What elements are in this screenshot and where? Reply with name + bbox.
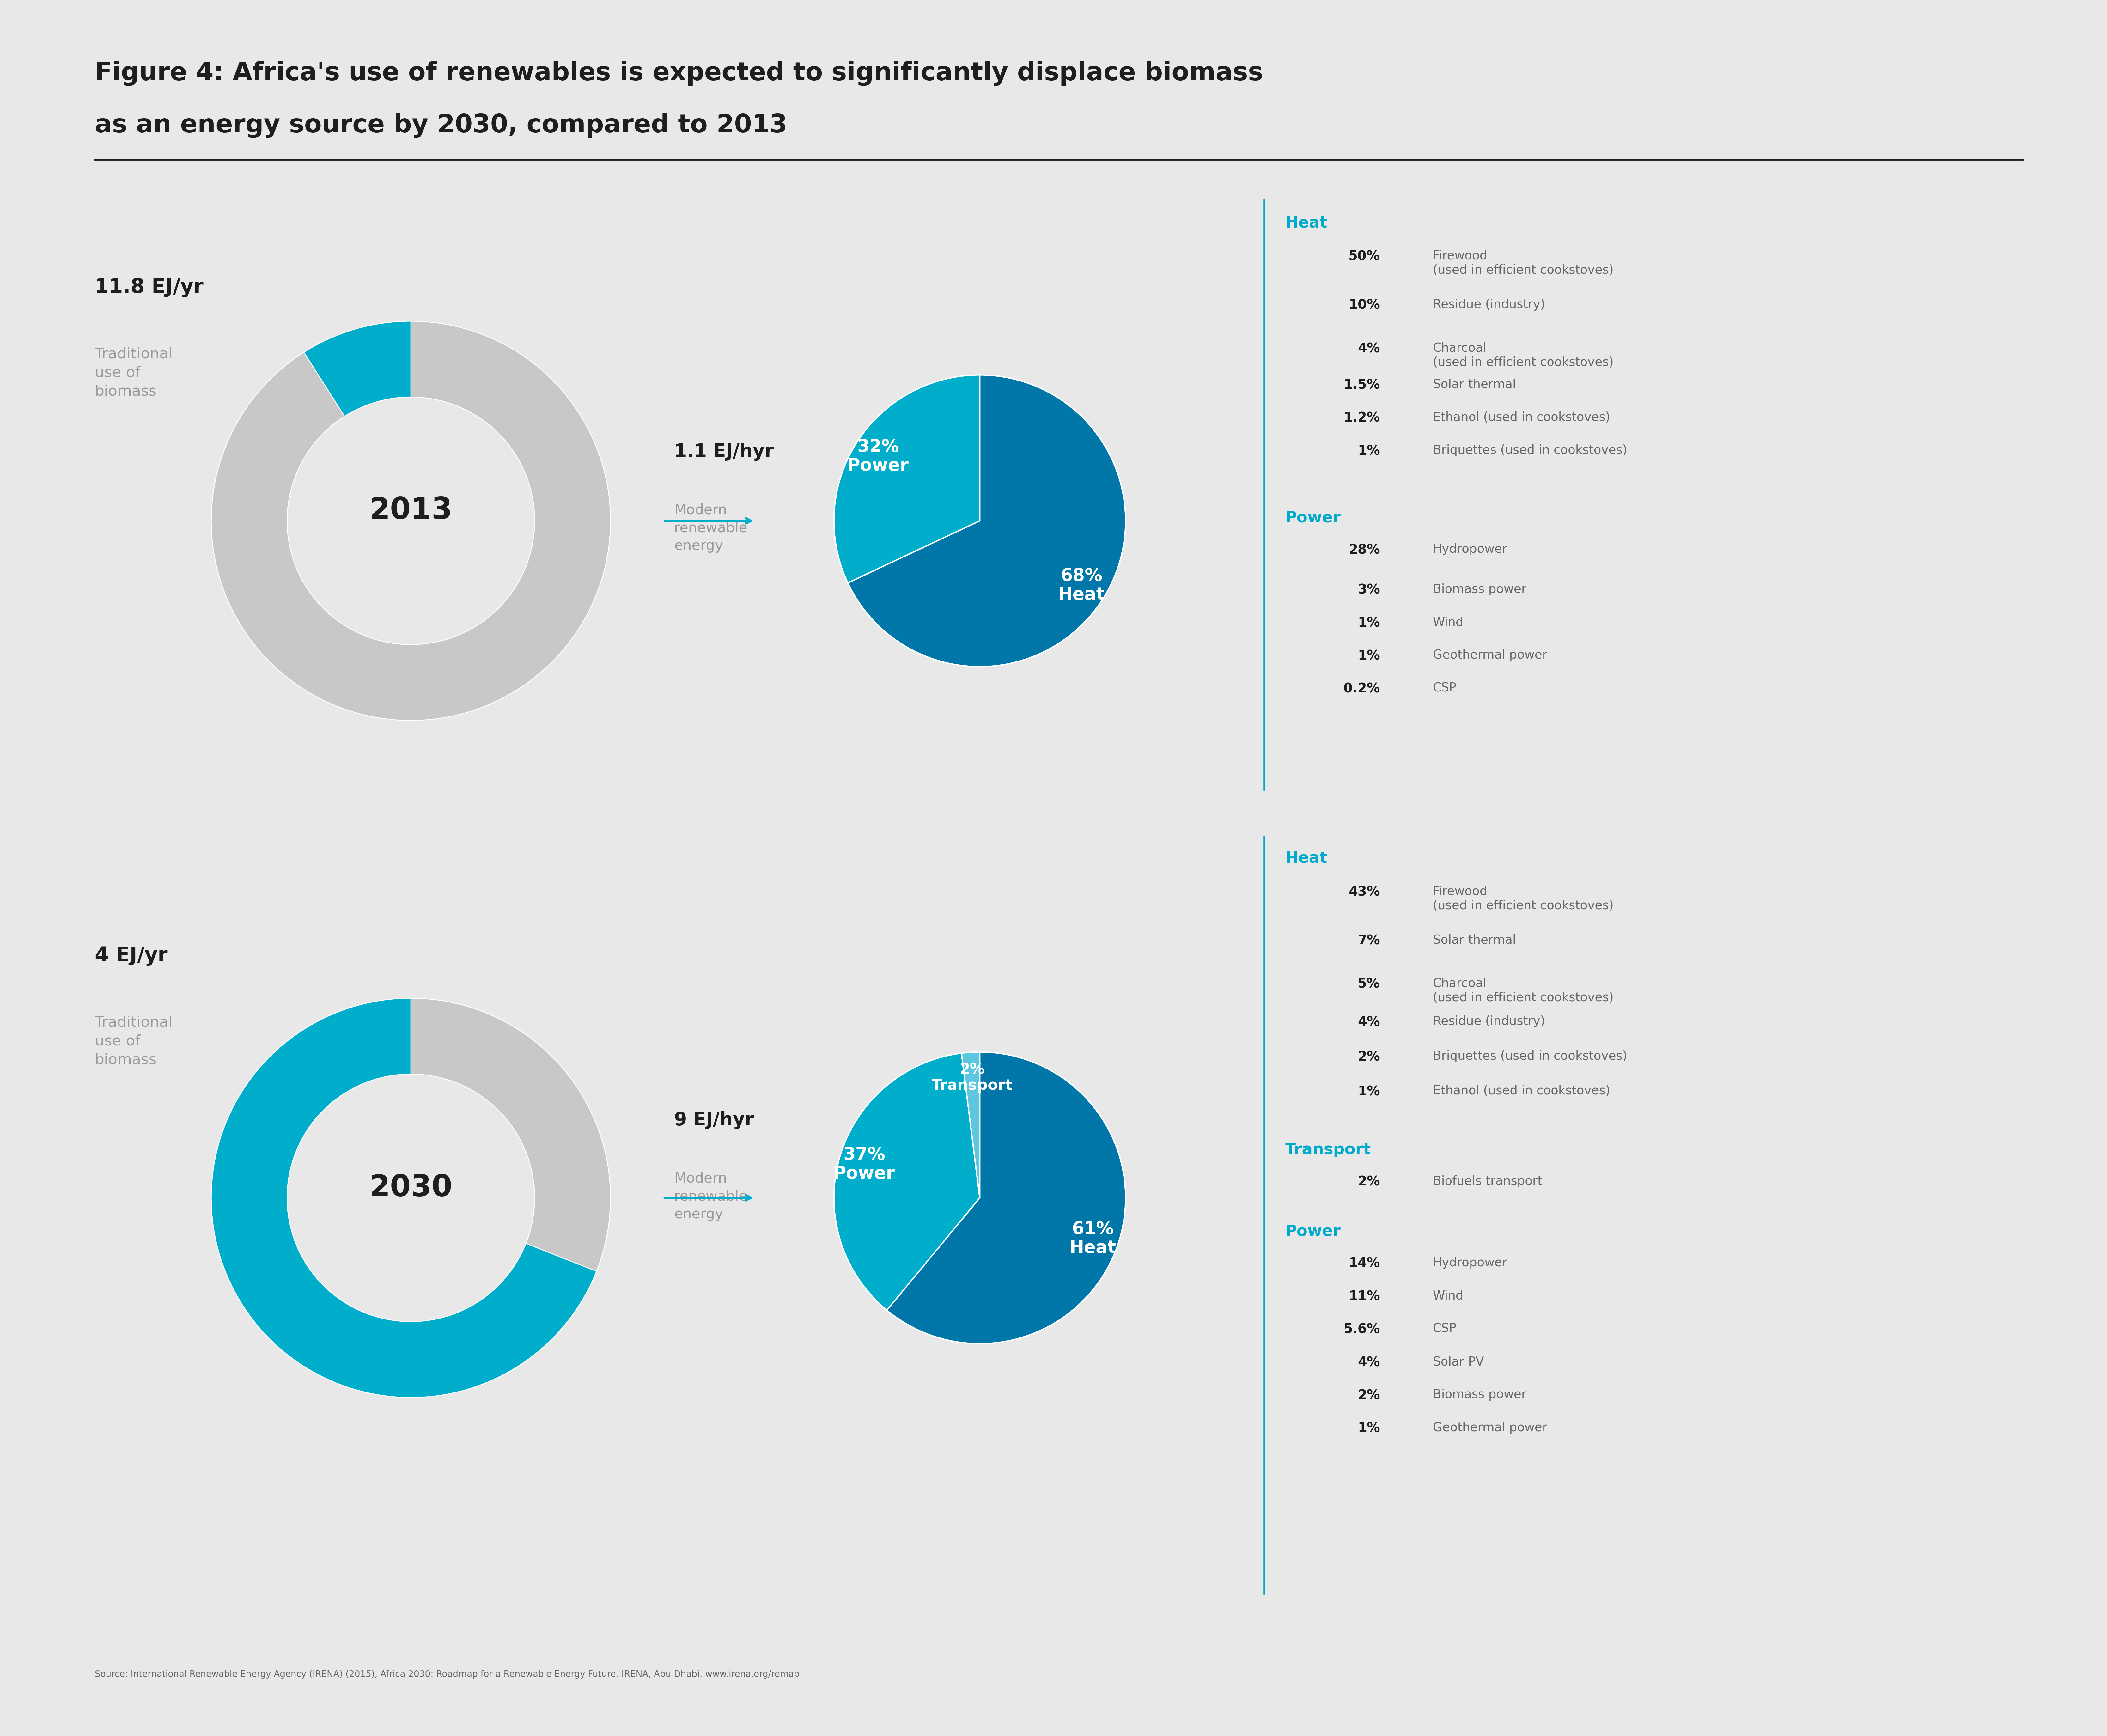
Text: Solar thermal: Solar thermal <box>1433 934 1515 946</box>
Text: Residue (industry): Residue (industry) <box>1433 299 1544 311</box>
Text: Modern
renewable
energy: Modern renewable energy <box>674 503 748 552</box>
Text: 32%
Power: 32% Power <box>847 437 908 474</box>
Text: CSP: CSP <box>1433 682 1456 694</box>
Text: as an energy source by 2030, compared to 2013: as an energy source by 2030, compared to… <box>95 113 788 137</box>
Text: 61%
Heat: 61% Heat <box>1070 1220 1117 1257</box>
Text: 7%: 7% <box>1357 934 1380 948</box>
Wedge shape <box>303 321 411 417</box>
Text: Wind: Wind <box>1433 1290 1464 1302</box>
Text: Briquettes (used in cookstoves): Briquettes (used in cookstoves) <box>1433 1050 1627 1062</box>
Text: 1.1 EJ/hyr: 1.1 EJ/hyr <box>674 443 773 460</box>
Text: 1%: 1% <box>1357 1422 1380 1436</box>
Text: Source: International Renewable Energy Agency (IRENA) (2015), Africa 2030: Roadm: Source: International Renewable Energy A… <box>95 1670 799 1679</box>
Text: 1.5%: 1.5% <box>1344 378 1380 392</box>
Text: Heat: Heat <box>1285 851 1327 866</box>
Text: Figure 4: Africa's use of renewables is expected to significantly displace bioma: Figure 4: Africa's use of renewables is … <box>95 61 1264 85</box>
Text: 2013: 2013 <box>369 496 453 526</box>
Text: Geothermal power: Geothermal power <box>1433 649 1547 661</box>
Text: Firewood
(used in efficient cookstoves): Firewood (used in efficient cookstoves) <box>1433 250 1614 276</box>
Text: 50%: 50% <box>1348 250 1380 264</box>
Text: 11%: 11% <box>1348 1290 1380 1304</box>
Text: Firewood
(used in efficient cookstoves): Firewood (used in efficient cookstoves) <box>1433 885 1614 911</box>
Text: Biomass power: Biomass power <box>1433 583 1525 595</box>
Text: 5%: 5% <box>1357 977 1380 991</box>
Text: 9 EJ/hyr: 9 EJ/hyr <box>674 1111 754 1128</box>
Text: 2030: 2030 <box>369 1174 453 1203</box>
Wedge shape <box>834 375 980 583</box>
Text: 4%: 4% <box>1357 342 1380 356</box>
Text: Biomass power: Biomass power <box>1433 1389 1525 1401</box>
Text: Geothermal power: Geothermal power <box>1433 1422 1547 1434</box>
Text: 2%: 2% <box>1357 1050 1380 1064</box>
Text: 1.2%: 1.2% <box>1344 411 1380 425</box>
Wedge shape <box>834 1054 980 1311</box>
Text: 0.2%: 0.2% <box>1344 682 1380 696</box>
Text: 14%: 14% <box>1348 1257 1380 1271</box>
Wedge shape <box>961 1052 980 1198</box>
Wedge shape <box>847 375 1125 667</box>
Text: 43%: 43% <box>1348 885 1380 899</box>
Text: Hydropower: Hydropower <box>1433 1257 1507 1269</box>
Text: 1%: 1% <box>1357 649 1380 663</box>
Text: Solar thermal: Solar thermal <box>1433 378 1515 391</box>
Text: 3%: 3% <box>1357 583 1380 597</box>
Text: 10%: 10% <box>1348 299 1380 312</box>
Text: 11.8 EJ/yr: 11.8 EJ/yr <box>95 278 204 297</box>
Text: Residue (industry): Residue (industry) <box>1433 1016 1544 1028</box>
Text: 2%
Transport: 2% Transport <box>931 1062 1013 1094</box>
Text: 1%: 1% <box>1357 444 1380 458</box>
Text: 37%
Power: 37% Power <box>834 1146 895 1182</box>
Text: 2%: 2% <box>1357 1175 1380 1189</box>
Text: Traditional
use of
biomass: Traditional use of biomass <box>95 347 173 399</box>
Text: 28%: 28% <box>1348 543 1380 557</box>
Text: Charcoal
(used in efficient cookstoves): Charcoal (used in efficient cookstoves) <box>1433 342 1614 368</box>
Text: Hydropower: Hydropower <box>1433 543 1507 556</box>
Text: Biofuels transport: Biofuels transport <box>1433 1175 1542 1187</box>
Wedge shape <box>211 321 611 720</box>
Text: Modern
renewable
energy: Modern renewable energy <box>674 1172 748 1220</box>
Text: CSP: CSP <box>1433 1323 1456 1335</box>
Text: 4%: 4% <box>1357 1016 1380 1029</box>
Text: 4%: 4% <box>1357 1356 1380 1370</box>
Text: Wind: Wind <box>1433 616 1464 628</box>
Text: Power: Power <box>1285 1224 1340 1240</box>
Text: Heat: Heat <box>1285 215 1327 231</box>
Text: Charcoal
(used in efficient cookstoves): Charcoal (used in efficient cookstoves) <box>1433 977 1614 1003</box>
Text: 4 EJ/yr: 4 EJ/yr <box>95 946 169 965</box>
Text: 2%: 2% <box>1357 1389 1380 1403</box>
Text: Ethanol (used in cookstoves): Ethanol (used in cookstoves) <box>1433 1085 1610 1097</box>
Text: 1%: 1% <box>1357 1085 1380 1099</box>
Text: 1%: 1% <box>1357 616 1380 630</box>
Text: 68%
Heat: 68% Heat <box>1058 568 1104 604</box>
Wedge shape <box>411 998 611 1271</box>
Text: Power: Power <box>1285 510 1340 526</box>
Text: Traditional
use of
biomass: Traditional use of biomass <box>95 1016 173 1068</box>
Text: Transport: Transport <box>1285 1142 1372 1158</box>
Wedge shape <box>211 998 596 1397</box>
Text: Solar PV: Solar PV <box>1433 1356 1483 1368</box>
Wedge shape <box>887 1052 1125 1344</box>
Text: Briquettes (used in cookstoves): Briquettes (used in cookstoves) <box>1433 444 1627 457</box>
Text: Ethanol (used in cookstoves): Ethanol (used in cookstoves) <box>1433 411 1610 424</box>
Text: 5.6%: 5.6% <box>1344 1323 1380 1337</box>
